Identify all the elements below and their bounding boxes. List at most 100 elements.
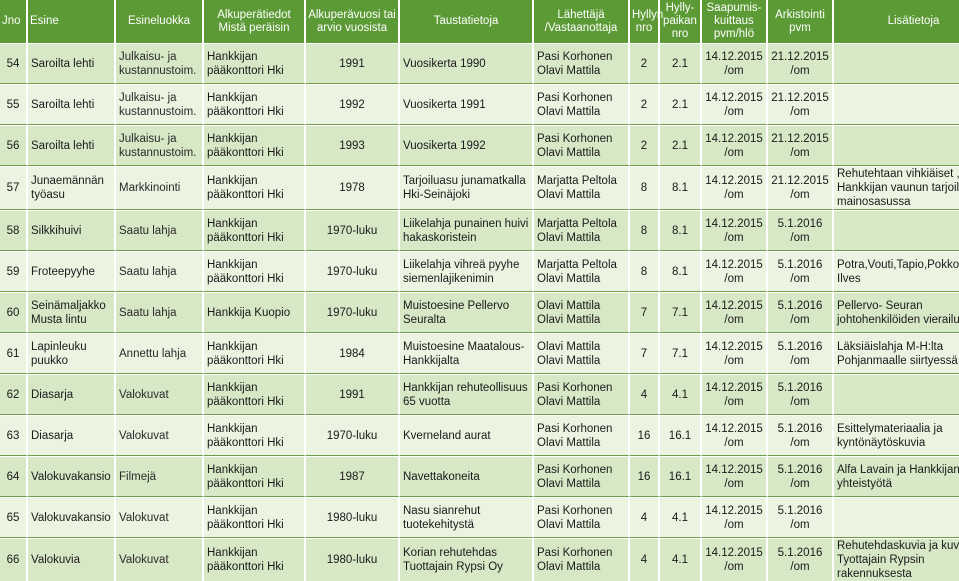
cell-esineluokka: Julkaisu- ja kustannustoim. <box>116 43 204 84</box>
cell-info: Tarjoiluasu junamatkalla Hki-Seinäjoki <box>400 166 534 210</box>
col-header-alkuperatiedot[interactable]: Alkuperätiedot Mistä peräisin <box>204 0 306 43</box>
table-row[interactable]: 61 Lapinleuku puukko Annettu lahja Hankk… <box>0 333 959 374</box>
cell-archive: 21.12.2015 /om <box>768 43 834 84</box>
cell-esine: Diasarja <box>28 374 116 415</box>
cell-notes: Esittelymateriaalia ja kyntönäytöskuvia <box>834 415 959 456</box>
col-header-jno[interactable]: Jno <box>0 0 28 43</box>
cell-archive: 5.1.2016 /om <box>768 456 834 497</box>
cell-info: Kverneland aurat <box>400 415 534 456</box>
cell-shelf: 4 <box>630 374 660 415</box>
cell-origin: Hankkijan pääkonttori Hki <box>204 374 306 415</box>
cell-place: 7.1 <box>660 333 702 374</box>
cell-sender: Olavi Mattila Olavi Mattila <box>534 333 630 374</box>
cell-jno: 61 <box>0 333 28 374</box>
table-row[interactable]: 64 Valokuvakansio Filmejä Hankkijan pääk… <box>0 456 959 497</box>
table-row[interactable]: 57 Junaemännän työasu Markkinointi Hankk… <box>0 166 959 210</box>
cell-esineluokka: Valokuvat <box>116 538 204 581</box>
cell-shelf: 4 <box>630 538 660 581</box>
cell-shelf: 8 <box>630 251 660 292</box>
table-row[interactable]: 66 Valokuvia Valokuvat Hankkijan pääkont… <box>0 538 959 581</box>
table-row[interactable]: 58 Silkkihuivi Saatu lahja Hankkijan pää… <box>0 210 959 251</box>
cell-sender: Marjatta Peltola Olavi Mattila <box>534 166 630 210</box>
cell-jno: 66 <box>0 538 28 581</box>
cell-receipt: 14.12.2015 /om <box>702 251 768 292</box>
cell-receipt: 14.12.2015 /om <box>702 292 768 333</box>
cell-sender: Marjatta Peltola Olavi Mattila <box>534 251 630 292</box>
cell-info: Korian rehutehdas Tuottajain Rypsi Oy <box>400 538 534 581</box>
cell-sender: Pasi Korhonen Olavi Mattila <box>534 84 630 125</box>
cell-year: 1991 <box>306 374 400 415</box>
cell-info: Muistoesine Pellervo Seuralta <box>400 292 534 333</box>
col-header-lisatietoja[interactable]: Lisätietoja <box>834 0 959 43</box>
table-body: 54 Saroilta lehti Julkaisu- ja kustannus… <box>0 43 959 581</box>
cell-jno: 55 <box>0 84 28 125</box>
cell-shelf: 2 <box>630 84 660 125</box>
cell-place: 8.1 <box>660 166 702 210</box>
col-header-hyllyn-nro[interactable]: Hyllyn nro <box>630 0 663 43</box>
table-row[interactable]: 56 Saroilta lehti Julkaisu- ja kustannus… <box>0 125 959 166</box>
table-row[interactable]: 60 Seinämaljakko Musta lintu Saatu lahja… <box>0 292 959 333</box>
cell-esine: Lapinleuku puukko <box>28 333 116 374</box>
cell-esine: Valokuvia <box>28 538 116 581</box>
cell-year: 1980-luku <box>306 497 400 538</box>
col-header-hyllypaikan-nro[interactable]: Hylly-paikan nro <box>660 0 702 43</box>
cell-sender: Pasi Korhonen Olavi Mattila <box>534 497 630 538</box>
cell-origin: Hankkijan pääkonttori Hki <box>204 210 306 251</box>
cell-shelf: 2 <box>630 125 660 166</box>
cell-esine: Saroilta lehti <box>28 125 116 166</box>
col-header-taustatietoja[interactable]: Taustatietoja <box>400 0 534 43</box>
cell-receipt: 14.12.2015 /om <box>702 84 768 125</box>
cell-year: 1984 <box>306 333 400 374</box>
col-header-lahettaja[interactable]: Lähettäjä /Vastaanottaja <box>534 0 630 43</box>
cell-receipt: 14.12.2015 /om <box>702 125 768 166</box>
col-header-alkuperavuosi[interactable]: Alkuperävuosi tai arvio vuosista <box>306 0 400 43</box>
table-row[interactable]: 59 Froteepyyhe Saatu lahja Hankkijan pää… <box>0 251 959 292</box>
cell-origin: Hankkijan pääkonttori Hki <box>204 125 306 166</box>
cell-notes <box>834 374 959 415</box>
cell-esineluokka: Saatu lahja <box>116 210 204 251</box>
cell-info: Vuosikerta 1992 <box>400 125 534 166</box>
cell-place: 4.1 <box>660 538 702 581</box>
table-row[interactable]: 65 Valokuvakansio Valokuvat Hankkijan pä… <box>0 497 959 538</box>
table-row[interactable]: 62 Diasarja Valokuvat Hankkijan pääkontt… <box>0 374 959 415</box>
cell-place: 16.1 <box>660 415 702 456</box>
cell-place: 4.1 <box>660 374 702 415</box>
col-header-esineluokka[interactable]: Esineluokka <box>116 0 204 43</box>
col-header-arkistointi[interactable]: Arkistointi pvm <box>768 0 834 43</box>
cell-notes <box>834 43 959 84</box>
cell-esineluokka: Valokuvat <box>116 415 204 456</box>
cell-archive: 21.12.2015 /om <box>768 125 834 166</box>
cell-jno: 56 <box>0 125 28 166</box>
cell-notes <box>834 210 959 251</box>
table-row[interactable]: 55 Saroilta lehti Julkaisu- ja kustannus… <box>0 84 959 125</box>
cell-archive: 5.1.2016 /om <box>768 333 834 374</box>
cell-origin: Hankkijan pääkonttori Hki <box>204 166 306 210</box>
cell-jno: 59 <box>0 251 28 292</box>
cell-notes <box>834 497 959 538</box>
cell-sender: Pasi Korhonen Olavi Mattila <box>534 538 630 581</box>
cell-esine: Diasarja <box>28 415 116 456</box>
cell-notes: Rehutehtaan vihkiäiset , Hankkijan vaunu… <box>834 166 959 210</box>
cell-place: 8.1 <box>660 210 702 251</box>
cell-place: 2.1 <box>660 84 702 125</box>
cell-shelf: 4 <box>630 497 660 538</box>
cell-info: Muistoesine Maatalous-Hankkijalta <box>400 333 534 374</box>
cell-jno: 62 <box>0 374 28 415</box>
cell-notes: Alfa Lavain ja Hankkijan yhteistyötä <box>834 456 959 497</box>
col-header-saapumiskuittaus[interactable]: Saapumis-kuittaus pvm/hlö <box>702 0 768 43</box>
table-row[interactable]: 63 Diasarja Valokuvat Hankkijan pääkontt… <box>0 415 959 456</box>
cell-sender: Pasi Korhonen Olavi Mattila <box>534 374 630 415</box>
cell-esine: Froteepyyhe <box>28 251 116 292</box>
cell-esineluokka: Saatu lahja <box>116 292 204 333</box>
cell-archive: 5.1.2016 /om <box>768 538 834 581</box>
cell-origin: Hankkijan pääkonttori Hki <box>204 497 306 538</box>
cell-year: 1970-luku <box>306 292 400 333</box>
cell-receipt: 14.12.2015 /om <box>702 43 768 84</box>
cell-year: 1993 <box>306 125 400 166</box>
cell-info: Hankkijan rehuteollisuus 65 vuotta <box>400 374 534 415</box>
col-header-esine[interactable]: Esine <box>28 0 116 43</box>
table-row[interactable]: 54 Saroilta lehti Julkaisu- ja kustannus… <box>0 43 959 84</box>
cell-archive: 5.1.2016 /om <box>768 251 834 292</box>
cell-esineluokka: Filmejä <box>116 456 204 497</box>
